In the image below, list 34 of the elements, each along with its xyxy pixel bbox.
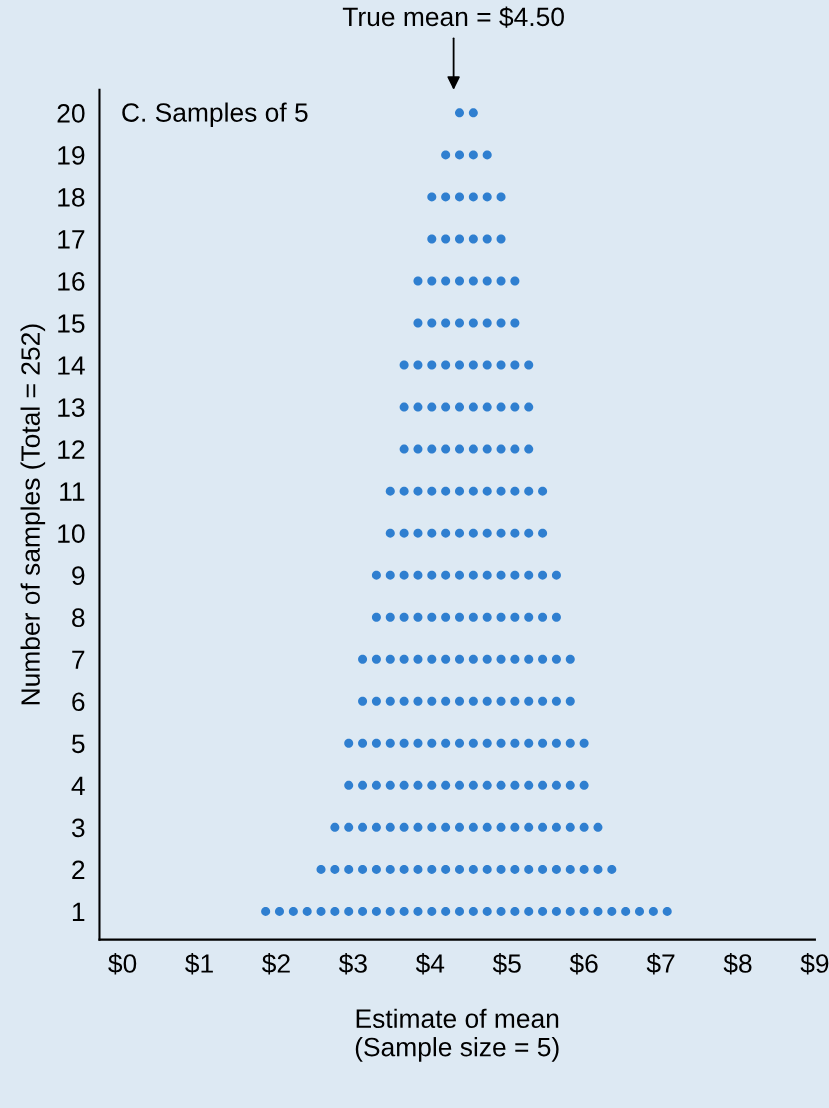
x-tick-label: $3 — [338, 953, 367, 975]
y-tick-label: 14 — [58, 356, 85, 375]
y-tick-label: 5 — [71, 734, 85, 754]
x-tick-label: $5 — [492, 953, 521, 975]
y-axis-title: Number of samples (Total = 252) — [20, 324, 46, 705]
y-tick-label: 3 — [71, 818, 85, 838]
chart-title: C. Samples of 5 — [122, 102, 308, 128]
x-tick-label: $6 — [569, 953, 598, 975]
x-tick-label: $7 — [646, 953, 675, 975]
y-tick-label: 2 — [72, 860, 85, 879]
y-tick-label: 12 — [58, 440, 85, 459]
y-tick-label: 13 — [58, 398, 85, 417]
y-tick-label: 16 — [58, 272, 85, 291]
y-tick-label: 4 — [71, 776, 85, 795]
x-tick-label: $4 — [415, 953, 445, 975]
text: True mean = $4.50 — [342, 6, 564, 28]
y-tick-label: 11 — [60, 482, 85, 501]
x-tick-label: $1 — [185, 953, 213, 975]
x-axis-title: Estimate of mean (Sample size = 5) — [355, 1008, 559, 1062]
x-tick-label: $0 — [108, 953, 137, 975]
y-tick-label: 10 — [58, 524, 85, 543]
y-tick-label: 8 — [72, 608, 85, 628]
x-tick-label: $8 — [723, 953, 752, 975]
y-tick-label: 17 — [58, 230, 85, 249]
y-tick-label: 19 — [58, 146, 85, 165]
y-tick-label: 18 — [58, 188, 85, 207]
y-tick-label: 20 — [57, 104, 85, 123]
x-tick-label: $9 — [800, 953, 829, 975]
y-tick-label: 15 — [58, 314, 85, 333]
y-tick-label: 6 — [72, 692, 85, 712]
x-tick-label: $2 — [262, 953, 290, 975]
y-tick-label: 7 — [72, 650, 85, 669]
y-tick-label: 9 — [72, 566, 85, 586]
y-tick-label: 1 — [72, 902, 85, 921]
